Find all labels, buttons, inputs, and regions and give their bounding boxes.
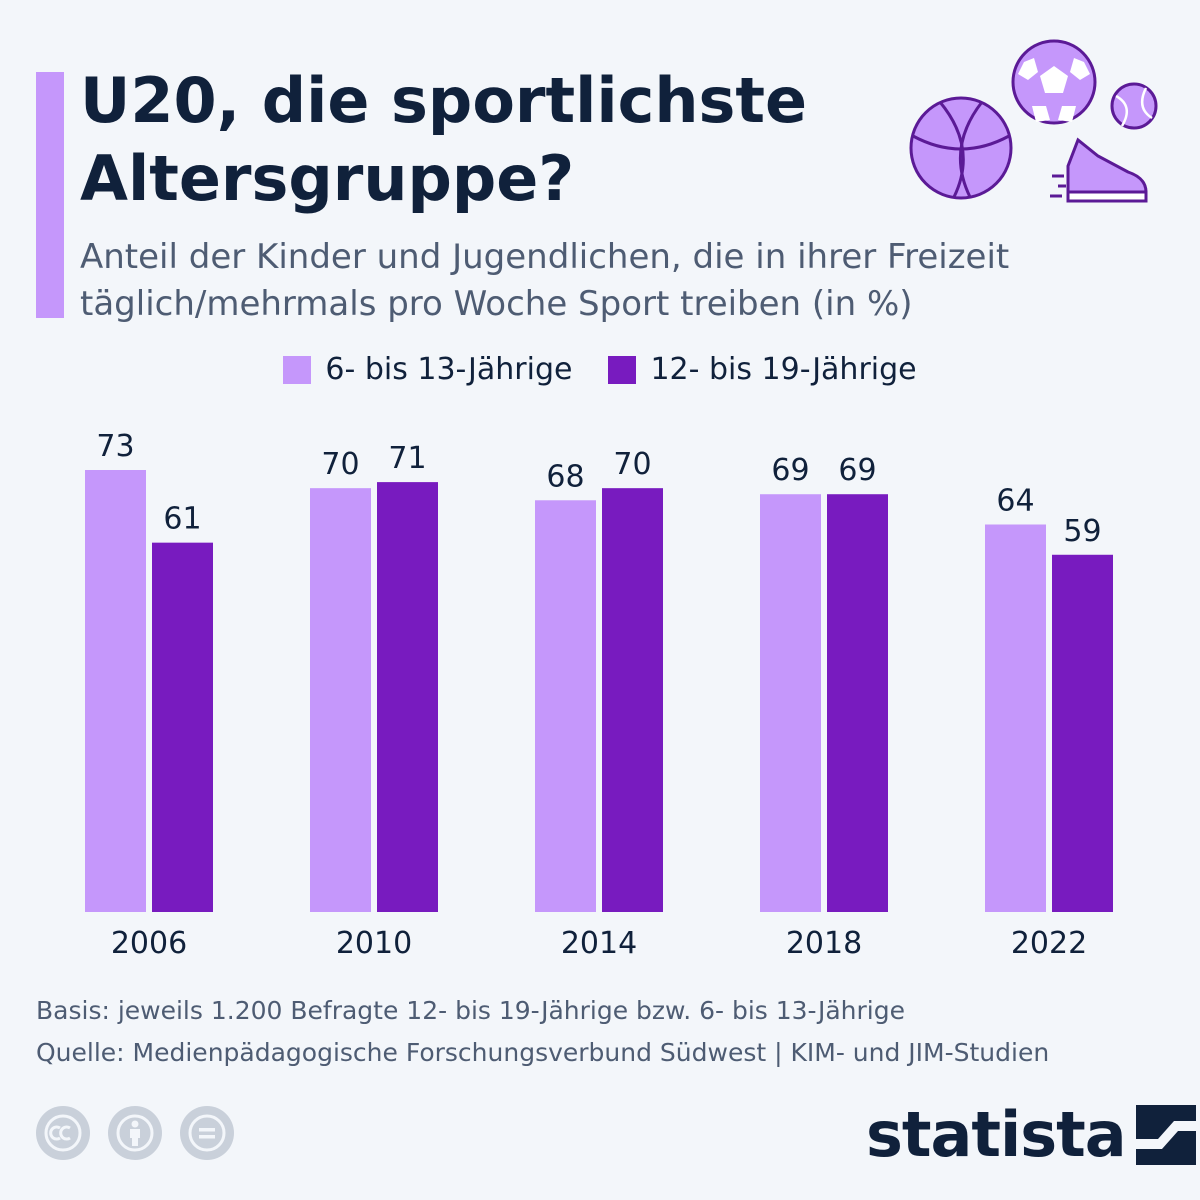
data-label-2022-series-1: 64	[996, 483, 1034, 518]
data-label-2014-series-1: 68	[546, 459, 584, 494]
statista-logo-icon	[1135, 1104, 1196, 1165]
sneaker-icon	[1050, 137, 1148, 203]
bar-2006-series-2	[152, 542, 213, 912]
bar-2022-series-1	[985, 524, 1046, 912]
bar-2022-series-2	[1052, 554, 1113, 912]
data-label-2018-series-1: 69	[771, 453, 809, 488]
statista-logo: statista	[866, 1098, 1196, 1171]
x-tick-label-2010: 2010	[336, 926, 412, 961]
chart-subtitle: Anteil der Kinder und Jugendlichen, die …	[80, 237, 1010, 324]
sports-illustration	[909, 39, 1158, 203]
attribution-icon	[108, 1106, 162, 1160]
x-tick-label-2014: 2014	[561, 926, 637, 961]
legend-item-light: 6- bis 13-Jährige	[283, 352, 572, 387]
bar-2014-series-2	[602, 488, 663, 912]
bar-2010-series-1	[310, 488, 371, 912]
footer: Basis: jeweils 1.200 Befragte 12- bis 19…	[36, 990, 1176, 1074]
legend-swatch-dark	[608, 355, 637, 384]
bar-2014-series-1	[535, 500, 596, 912]
data-label-2018-series-2: 69	[838, 453, 876, 488]
bar-2006-series-1	[85, 470, 146, 912]
data-label-2014-series-2: 70	[613, 447, 651, 482]
accent-bar	[36, 72, 64, 318]
bar-2018-series-2	[827, 494, 888, 912]
data-label-2006-series-2: 61	[163, 502, 201, 537]
footer-basis: Basis: jeweils 1.200 Befragte 12- bis 19…	[36, 996, 905, 1025]
x-tick-label-2006: 2006	[111, 926, 187, 961]
legend-label-dark: 12- bis 19-Jährige	[650, 352, 917, 387]
basketball-icon	[909, 96, 1013, 200]
data-label-2010-series-2: 71	[388, 441, 426, 476]
x-tick-label-2018: 2018	[786, 926, 862, 961]
license-icons	[36, 1106, 234, 1160]
bar-2018-series-1	[760, 494, 821, 912]
bar-chart: 73 61 2006 70 71 2010 68 70 2014 69 69 2018 64 59 2022	[85, 429, 1113, 961]
tennis-ball-icon	[1110, 82, 1158, 130]
bar-2010-series-2	[377, 482, 438, 912]
legend-label-light: 6- bis 13-Jährige	[325, 352, 573, 387]
legend-swatch-light	[283, 355, 312, 384]
data-label-2006-series-1: 73	[96, 429, 134, 464]
x-tick-label-2022: 2022	[1011, 926, 1087, 961]
soccer-ball-icon	[1011, 39, 1097, 125]
logo-wordmark: statista	[866, 1098, 1127, 1171]
legend: 6- bis 13-Jährige 12- bis 19-Jährige	[0, 352, 1200, 387]
legend-item-dark: 12- bis 19-Jährige	[608, 352, 917, 387]
footer-source: Quelle: Medienpädagogische Forschungsver…	[36, 1038, 1050, 1067]
data-label-2010-series-1: 70	[321, 447, 359, 482]
no-derivatives-icon	[180, 1106, 234, 1160]
data-label-2022-series-2: 59	[1063, 514, 1101, 549]
cc-icon	[36, 1106, 90, 1160]
chart-title: U20, die sportlichste Altersgruppe?	[80, 64, 808, 215]
